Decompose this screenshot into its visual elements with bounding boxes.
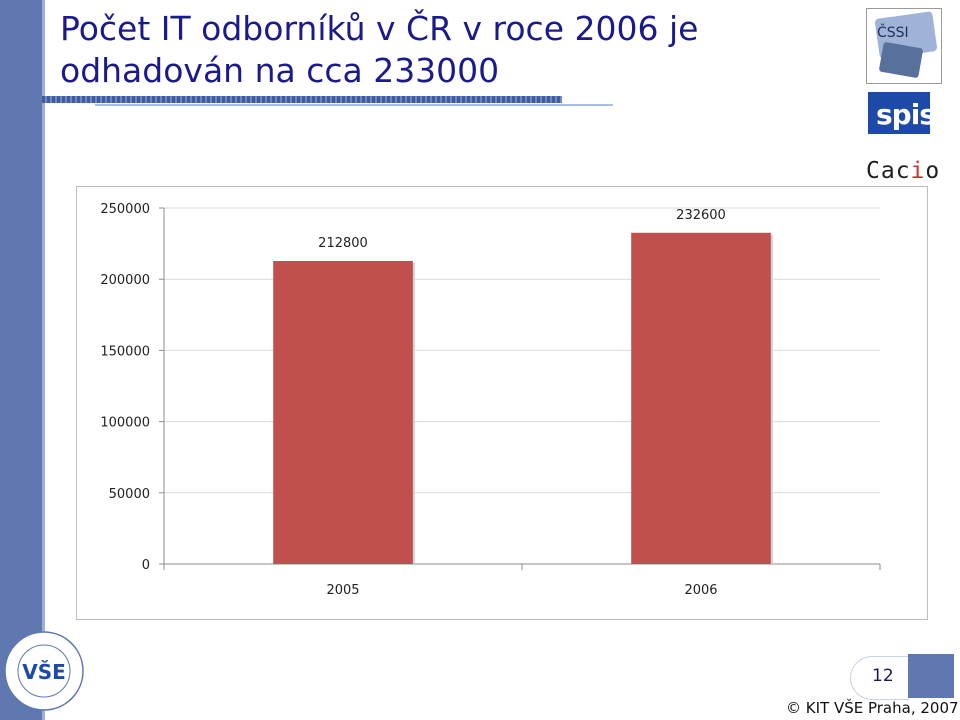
spis-logo-box <box>868 92 930 134</box>
chart-frame: 0 50000 100000 150000 200000 250000 212800 2005… <box>76 186 928 620</box>
left-band-edge <box>42 0 45 720</box>
y-tick-label: 200000 <box>100 273 150 288</box>
cacio-logo-text-start: Cac <box>866 158 911 184</box>
bar-chart: 0 50000 100000 150000 200000 250000 212800 2005… <box>100 202 881 598</box>
x-tick-label: 2005 <box>326 583 359 598</box>
y-tick-label: 0 <box>142 558 150 573</box>
y-tick-label: 150000 <box>100 344 150 359</box>
footer-copyright: © KIT VŠE Praha, 2007 <box>786 699 959 717</box>
puzzle-piece-icon <box>878 41 924 79</box>
bar <box>273 260 413 564</box>
cssi-logo-text: ČSSI <box>877 25 909 41</box>
bar <box>631 232 771 565</box>
title-underline <box>42 96 562 103</box>
spis-logo-text: spis <box>876 98 936 131</box>
page-corner-block <box>908 654 954 698</box>
vse-seal-text: VŠE <box>22 660 66 684</box>
title-underline-thin <box>95 104 613 106</box>
left-decorative-band <box>0 0 42 720</box>
spis-logo: spis <box>868 92 936 142</box>
bar-data-label: 232600 <box>676 208 726 223</box>
slide-title: Počet IT odborníků v ČR v roce 2006 je o… <box>60 9 699 90</box>
cssi-logo: ČSSI <box>866 8 942 84</box>
vse-seal-logo: VŠE <box>4 631 84 711</box>
cacio-logo: Cacio <box>866 158 940 184</box>
page-number-tab <box>850 656 909 700</box>
y-tick-label: 250000 <box>100 202 150 217</box>
bar-data-label: 212800 <box>318 236 368 251</box>
page-number: 12 <box>872 666 894 686</box>
y-tick-label: 50000 <box>109 487 150 502</box>
y-tick-label: 100000 <box>100 416 150 431</box>
x-tick-label: 2006 <box>684 583 717 598</box>
cacio-logo-text-i: i <box>910 158 926 184</box>
cacio-logo-text-end: o <box>925 158 941 184</box>
